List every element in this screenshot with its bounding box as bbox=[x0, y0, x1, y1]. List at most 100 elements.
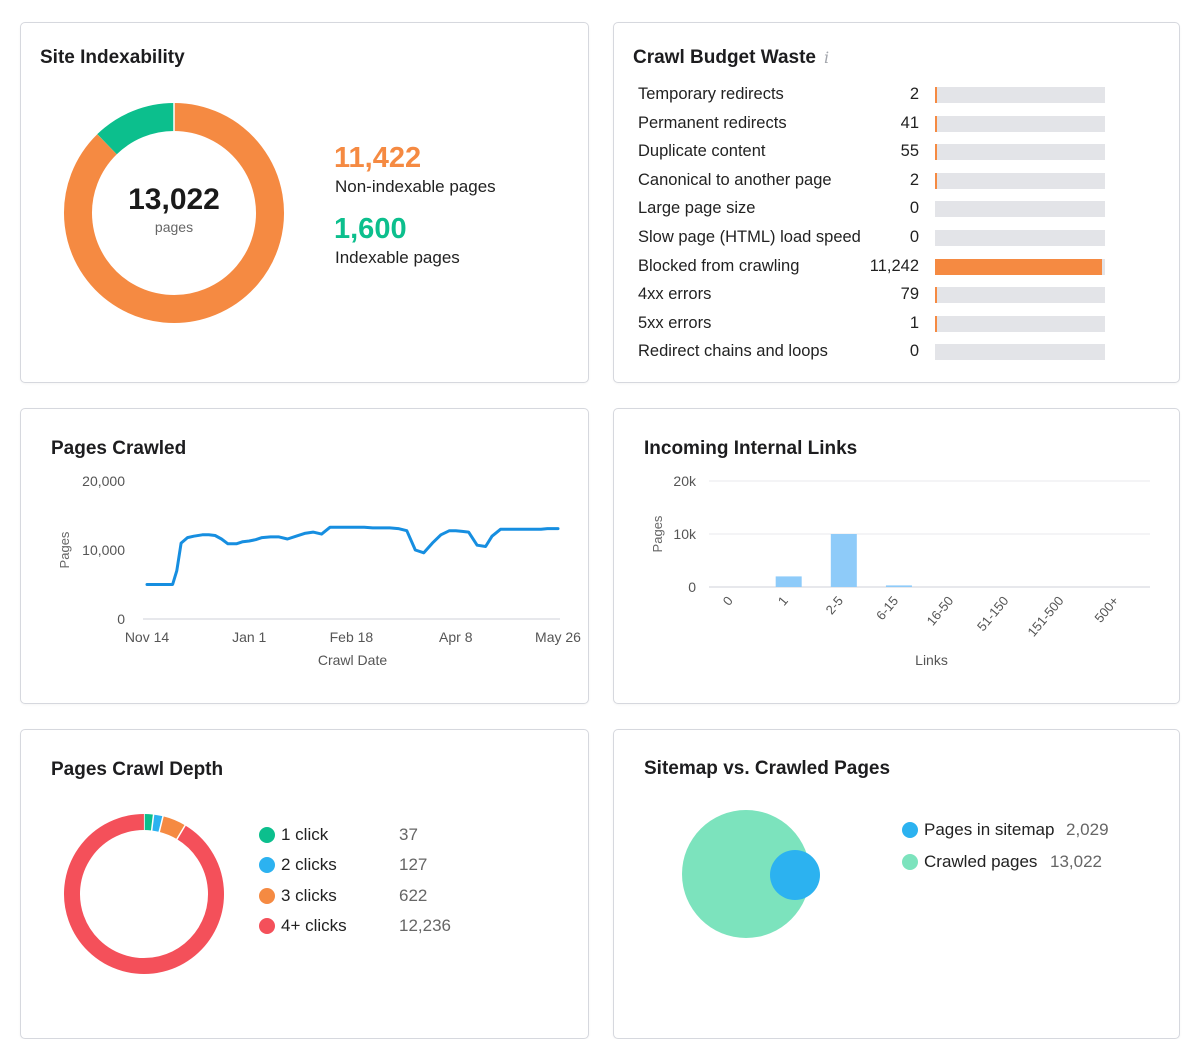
x-tick-label: Apr 8 bbox=[439, 629, 473, 645]
crawl-budget-row[interactable]: Duplicate content 55 bbox=[614, 138, 1174, 166]
row-bar-fill bbox=[935, 172, 937, 189]
slice-2-clicks[interactable] bbox=[151, 814, 164, 832]
legend-item[interactable]: 4+ clicks 12,236 bbox=[259, 915, 519, 939]
x-tick-label: 151-500 bbox=[1024, 593, 1066, 639]
crawl-budget-row[interactable]: Large page size 0 bbox=[614, 195, 1174, 223]
legend-dot bbox=[902, 822, 918, 838]
row-label: 4xx errors bbox=[638, 285, 712, 304]
card-title: Incoming Internal Links bbox=[644, 438, 858, 459]
row-label: Large page size bbox=[638, 199, 756, 218]
legend-value: 37 bbox=[399, 825, 418, 844]
row-label: Slow page (HTML) load speed bbox=[638, 228, 861, 246]
crawl-budget-row[interactable]: Blocked from crawling 11,242 bbox=[614, 253, 1174, 281]
venn-crawled-pages[interactable] bbox=[682, 810, 810, 938]
x-tick-label: Jan 1 bbox=[232, 629, 266, 645]
x-tick-label: 0 bbox=[720, 593, 736, 608]
slice-1-click[interactable] bbox=[143, 814, 154, 831]
legend-item[interactable]: 3 clicks 622 bbox=[259, 885, 519, 909]
slice-3-clicks[interactable] bbox=[158, 816, 186, 840]
crawl-budget-row[interactable]: 4xx errors 79 bbox=[614, 281, 1174, 309]
row-bar-track bbox=[935, 172, 1105, 189]
crawl-budget-row[interactable]: Redirect chains and loops 0 bbox=[614, 338, 1174, 366]
site-indexability-card: Site Indexability 13,022 pages 11,422 No… bbox=[20, 22, 589, 383]
row-value: 41 bbox=[900, 113, 919, 132]
slice-divider bbox=[158, 815, 164, 833]
legend-dot bbox=[259, 857, 275, 874]
row-value: 1 bbox=[909, 313, 919, 332]
x-tick-label: 16-50 bbox=[923, 593, 956, 628]
x-tick-label: 51-150 bbox=[974, 593, 1012, 634]
crawl-budget-row[interactable]: Canonical to another page 2 bbox=[614, 167, 1174, 195]
crawl-budget-row[interactable]: Permanent redirects 41 bbox=[614, 110, 1174, 138]
legend-value: 2,029 bbox=[1066, 820, 1109, 839]
series-line-pages[interactable] bbox=[145, 525, 560, 586]
pages-crawled-card: Pages Crawled 0 10,000 20,000 Nov 14 Jan 1 Fe… bbox=[20, 408, 589, 704]
slice-divider bbox=[150, 813, 155, 832]
card-title: Pages Crawl Depth bbox=[51, 759, 224, 780]
row-label: Blocked from crawling bbox=[638, 256, 800, 275]
y-axis-label: Pages bbox=[57, 531, 72, 568]
bar-1[interactable] bbox=[775, 576, 802, 587]
card-title: Pages Crawled bbox=[51, 438, 187, 459]
row-value: 2 bbox=[909, 85, 919, 103]
incoming-links-card: Incoming Internal Links 0 10k 20k 0 1 2-5 6-15… bbox=[613, 408, 1180, 704]
legend-item[interactable]: 2 clicks 127 bbox=[259, 854, 519, 878]
row-label: Temporary redirects bbox=[638, 85, 784, 103]
row-bar-fill bbox=[935, 258, 1102, 275]
x-tick-label: Nov 14 bbox=[125, 629, 170, 645]
indexable-value[interactable]: 1,600 bbox=[334, 213, 407, 245]
row-value: 0 bbox=[909, 199, 919, 218]
slice-indexable[interactable] bbox=[97, 103, 175, 155]
row-value: 0 bbox=[909, 228, 919, 246]
x-tick-label: 500+ bbox=[1091, 593, 1121, 625]
x-tick-label: May 26 bbox=[535, 629, 581, 645]
row-value: 2 bbox=[909, 170, 919, 189]
incoming-links-chart: 0 10k 20k 0 1 2-5 6-15 16-50 51-150 151-500 500+ Pa… bbox=[650, 473, 1150, 668]
card-title: Site Indexability bbox=[40, 47, 185, 68]
legend-dot bbox=[259, 887, 275, 904]
y-tick-label: 10k bbox=[673, 526, 697, 542]
venn-pages-in-sitemap[interactable] bbox=[770, 850, 820, 900]
slice-4-clicks[interactable] bbox=[64, 814, 224, 974]
row-value: 79 bbox=[900, 285, 919, 304]
slice-non-indexable[interactable] bbox=[64, 103, 284, 323]
crawl-budget-row[interactable]: 5xx errors 1 bbox=[614, 310, 1174, 338]
row-bar-track bbox=[935, 315, 1105, 332]
legend-value: 12,236 bbox=[399, 915, 451, 935]
legend-item[interactable]: 1 click 37 bbox=[259, 824, 519, 848]
legend-item[interactable]: Crawled pages 13,022 bbox=[902, 851, 1162, 875]
non-indexable-value[interactable]: 11,422 bbox=[334, 142, 422, 174]
row-label: Redirect chains and loops bbox=[638, 342, 828, 361]
x-axis-label: Crawl Date bbox=[318, 652, 387, 668]
row-bar-fill bbox=[935, 315, 937, 332]
total-pages-value: 13,022 bbox=[128, 183, 220, 216]
row-label: Permanent redirects bbox=[638, 113, 787, 132]
card-title: Crawl Budget Waste i bbox=[633, 47, 829, 69]
row-bar-fill bbox=[935, 87, 937, 103]
row-value: 0 bbox=[909, 342, 919, 361]
sitemap-card: Sitemap vs. Crawled Pages Pages in sitem… bbox=[613, 729, 1180, 1039]
crawl-budget-row[interactable]: Slow page (HTML) load speed 0 bbox=[614, 224, 1174, 252]
legend-value: 127 bbox=[399, 855, 428, 875]
indexability-donut bbox=[64, 103, 284, 323]
row-value: 11,242 bbox=[869, 256, 919, 275]
bar-6-15[interactable] bbox=[885, 585, 912, 587]
x-tick-label: 1 bbox=[775, 593, 791, 608]
pages-crawled-chart: 0 10,000 20,000 Nov 14 Jan 1 Feb 18 Apr 8 May 2… bbox=[57, 473, 581, 668]
info-icon[interactable]: i bbox=[824, 48, 830, 67]
bar-2-5[interactable] bbox=[830, 534, 857, 587]
card-title: Sitemap vs. Crawled Pages bbox=[644, 758, 891, 779]
non-indexable-label: Non-indexable pages bbox=[335, 177, 496, 196]
y-tick-label: 0 bbox=[117, 611, 125, 627]
row-label: 5xx errors bbox=[638, 313, 712, 332]
crawl-budget-row[interactable]: Temporary redirects 2 bbox=[614, 81, 1174, 109]
legend-item[interactable]: Pages in sitemap 2,029 bbox=[902, 819, 1162, 843]
row-bar-track bbox=[935, 344, 1105, 361]
legend-value: 13,022 bbox=[1050, 852, 1102, 871]
row-bar-track bbox=[935, 258, 1105, 275]
slice-divider bbox=[175, 824, 187, 841]
row-label: Canonical to another page bbox=[638, 170, 832, 189]
row-bar-fill bbox=[935, 115, 937, 132]
crawl-depth-donut bbox=[64, 813, 224, 974]
legend-dot bbox=[259, 917, 275, 934]
